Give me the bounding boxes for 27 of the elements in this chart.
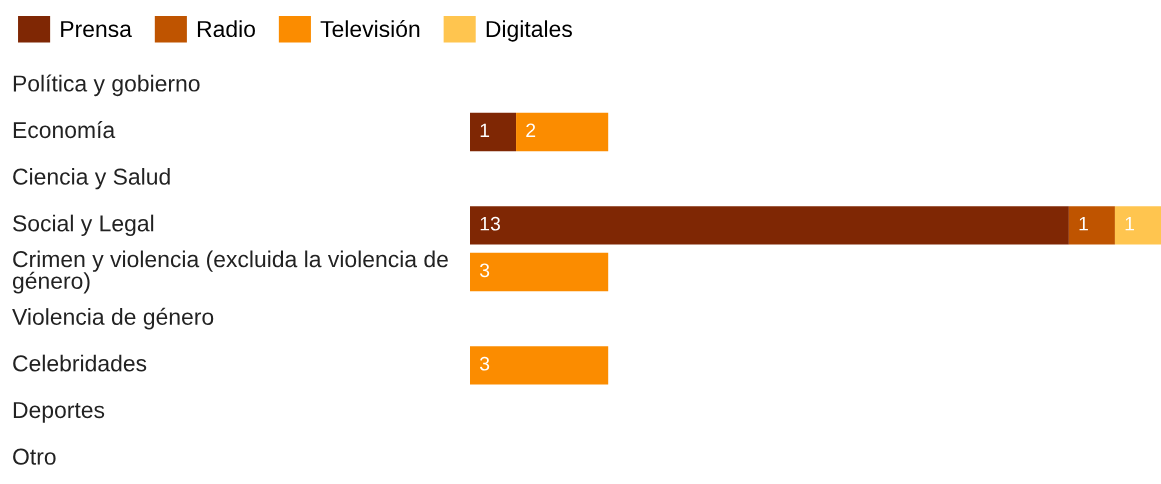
y-tick-label: Ciencia y Salud: [13, 167, 170, 190]
data-label: 3: [479, 263, 490, 278]
bar: [470, 206, 1069, 245]
data-label: 13: [480, 216, 500, 231]
y-tick-label: Otro: [13, 448, 56, 465]
data-label: 3: [479, 356, 490, 371]
bar: [1068, 206, 1115, 245]
bar: [1114, 206, 1161, 245]
data-label: 1: [1125, 216, 1135, 231]
y-tick-label: Deportes: [13, 402, 105, 423]
bar: [516, 112, 609, 152]
y-tick-label: Política y gobierno: [13, 74, 200, 97]
y-tick-label: Economía: [13, 121, 116, 139]
legend-label: Digitales: [486, 20, 572, 42]
data-label: 1: [1079, 216, 1088, 231]
data-label: 2: [526, 123, 536, 138]
data-label: 1: [480, 123, 490, 138]
y-tick-label: Celebridades: [13, 354, 147, 372]
y-tick-label: Violencia de género: [12, 307, 214, 330]
legend-label: Radio: [197, 20, 255, 38]
bar: [470, 346, 609, 385]
y-tick-label: Social y Legal: [13, 214, 154, 237]
bar: [470, 112, 517, 152]
y-tick-label: Crimen y violencia (excluida la violencia de género): [12, 250, 448, 294]
legend-label: Televisión: [320, 20, 420, 38]
bar: [470, 252, 609, 292]
legend-label: Prensa: [61, 21, 132, 38]
